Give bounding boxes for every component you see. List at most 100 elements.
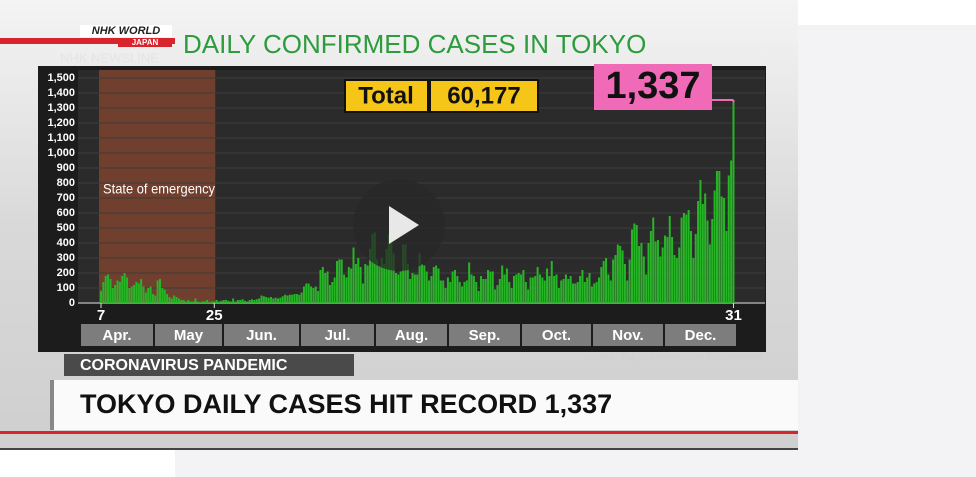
bar (343, 274, 346, 303)
bar (125, 277, 128, 303)
x-tick-label: 7 (97, 307, 105, 324)
bar (324, 273, 327, 303)
bar (496, 285, 499, 303)
bar (269, 297, 272, 303)
bar (425, 271, 428, 303)
bar (140, 279, 143, 303)
bar (564, 274, 567, 303)
bar (203, 301, 206, 303)
bar (135, 282, 138, 303)
bar (409, 279, 412, 303)
bar (718, 171, 721, 303)
bar (258, 298, 261, 303)
bar (267, 297, 270, 303)
bar (605, 258, 608, 303)
bar (187, 300, 190, 303)
bar (510, 288, 513, 303)
bar (574, 283, 577, 303)
bar (314, 286, 317, 303)
bar (378, 265, 381, 303)
bar (706, 220, 709, 303)
bar (446, 277, 449, 303)
bar (404, 244, 407, 303)
bar (694, 234, 697, 303)
y-tick-label: 1,200 (47, 117, 75, 129)
bar (527, 289, 530, 303)
x-tick-label: 25 (206, 307, 223, 324)
bar (201, 301, 204, 303)
bar (326, 271, 329, 303)
bar (133, 285, 136, 303)
bar (529, 277, 532, 303)
bar (524, 282, 527, 303)
bar (144, 292, 147, 303)
bar (373, 232, 376, 303)
bar (265, 297, 268, 303)
bar (623, 264, 626, 303)
bar (413, 274, 416, 303)
bar (123, 273, 126, 303)
y-tick-label: 400 (57, 237, 75, 249)
month-label: Nov. (612, 327, 643, 344)
y-tick-label: 0 (69, 297, 75, 309)
bar (239, 300, 242, 303)
frame-rule (0, 448, 798, 450)
bar (333, 277, 336, 303)
bar (472, 276, 475, 303)
bar (192, 301, 195, 303)
bar (711, 219, 714, 303)
y-tick-label: 1,100 (47, 132, 75, 144)
bar (288, 294, 291, 303)
bar (614, 255, 617, 303)
bar (597, 277, 600, 303)
bar (347, 267, 350, 303)
bar (631, 229, 633, 303)
bar (583, 282, 586, 303)
bar (121, 276, 124, 303)
source: Source: Tokyo Metropolitan Government (583, 353, 763, 364)
video-frame[interactable]: NHK WORLD JAPAN NHK NEWSLINE DAILY CONFI… (0, 0, 798, 450)
bar (621, 250, 624, 303)
bar (456, 276, 459, 303)
bar (612, 259, 615, 303)
bar (652, 217, 655, 303)
bar (576, 282, 579, 303)
bar (479, 276, 482, 303)
bar (371, 234, 374, 303)
emergency-shade (99, 70, 216, 303)
bar (449, 282, 452, 303)
bar (470, 274, 473, 303)
bar (701, 204, 704, 303)
bar (553, 276, 556, 303)
bar (661, 247, 664, 303)
bar (494, 289, 497, 303)
bar (111, 288, 114, 303)
bar (418, 253, 421, 303)
bar (385, 249, 388, 303)
bar (137, 283, 140, 303)
bar (180, 300, 183, 303)
bar (336, 261, 338, 303)
bar (420, 264, 423, 303)
bar (402, 244, 405, 303)
bar (227, 300, 230, 303)
bar (595, 282, 598, 303)
bar (430, 276, 433, 303)
bar (107, 274, 110, 303)
bar (560, 280, 563, 303)
headline: TOKYO DAILY CASES HIT RECORD 1,337 (80, 389, 612, 419)
total-value: 60,177 (447, 82, 520, 109)
callout-box (594, 64, 712, 110)
bar (730, 160, 733, 303)
month-band (81, 324, 153, 346)
bar (354, 264, 357, 303)
bar (534, 276, 537, 303)
bar (465, 280, 468, 303)
bar (704, 193, 707, 303)
bar (487, 270, 490, 303)
bar (531, 277, 534, 303)
bar (253, 300, 256, 303)
bar (284, 294, 287, 303)
logo: NHK WORLD (92, 25, 160, 37)
bar (338, 259, 341, 303)
